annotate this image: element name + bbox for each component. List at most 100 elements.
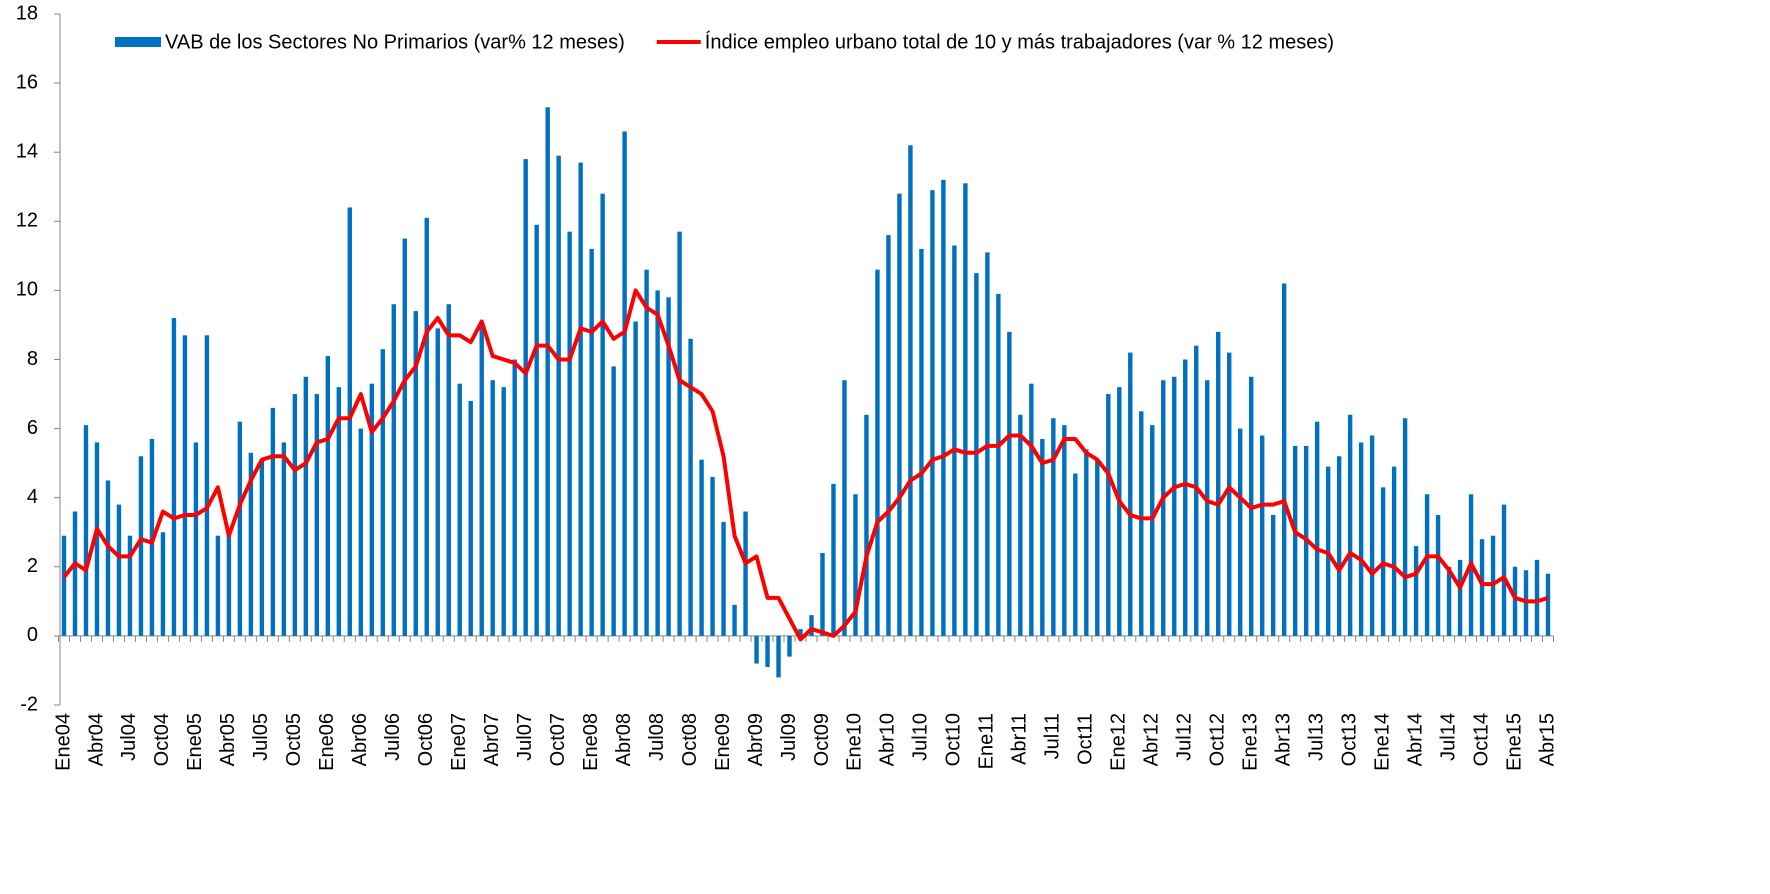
bar [655, 290, 660, 636]
bar [347, 207, 353, 636]
x-tick-label: Abr07 [481, 713, 503, 766]
bar [963, 183, 968, 636]
x-tick-label: Ene10 [844, 713, 866, 771]
bar [1424, 494, 1430, 636]
bar [1292, 445, 1298, 636]
bar [358, 428, 363, 636]
bar [1512, 566, 1518, 636]
y-tick-label: 10 [16, 279, 38, 301]
bar [1172, 376, 1177, 636]
bar [545, 107, 550, 636]
x-tick-label: Abr10 [877, 713, 899, 766]
y-tick-label: 6 [27, 417, 38, 439]
bar [567, 231, 572, 636]
x-tick-label: Oct13 [1338, 713, 1360, 766]
x-tick-label: Ene05 [184, 713, 206, 771]
bar [809, 615, 814, 636]
bar [1391, 466, 1397, 636]
bar [380, 349, 385, 636]
bar [1413, 546, 1419, 636]
bar [1117, 387, 1122, 636]
bar [1545, 573, 1551, 636]
bar [1347, 414, 1353, 636]
bar [281, 442, 287, 636]
y-tick-label: 16 [16, 71, 38, 93]
bar [435, 328, 440, 636]
bar [1161, 380, 1166, 636]
x-tick-label: Jul08 [646, 713, 668, 761]
y-tick-label: 14 [16, 140, 38, 162]
x-tick-label: Oct08 [679, 713, 701, 766]
bar [424, 217, 429, 636]
bar [1194, 345, 1199, 636]
bar [787, 635, 792, 657]
bar [1029, 383, 1034, 636]
bar [611, 366, 616, 636]
bar [1314, 421, 1320, 636]
bar [457, 383, 462, 636]
x-tick-label: Oct07 [547, 713, 569, 766]
x-tick-label: Ene09 [712, 713, 734, 771]
bar [193, 442, 199, 636]
y-tick-label: 4 [27, 486, 38, 508]
legend-label: Índice empleo urbano total de 10 y más t… [705, 30, 1334, 53]
x-tick-label: Ene12 [1108, 713, 1130, 771]
bar [732, 604, 737, 636]
bar [1402, 418, 1408, 636]
bar [1183, 359, 1188, 636]
bar [468, 400, 473, 636]
line [62, 288, 1549, 642]
bar [1259, 435, 1265, 636]
bar [248, 452, 254, 636]
x-tick-label: Ene15 [1503, 713, 1525, 771]
bar [710, 476, 715, 636]
bar [798, 628, 803, 636]
x-tick-label: Ene13 [1239, 713, 1261, 771]
bar [512, 359, 517, 636]
x-tick-label: Jul12 [1174, 713, 1196, 761]
bar [1139, 411, 1144, 636]
x-tick-label: Abr04 [85, 713, 107, 766]
bar [83, 425, 89, 636]
x-tick-label: Jul10 [910, 713, 932, 761]
y-tick-label: 18 [16, 2, 38, 24]
bar [897, 193, 902, 636]
bar [589, 248, 594, 636]
bar [1501, 504, 1507, 636]
bar [1479, 539, 1485, 636]
x-tick-label: Ene04 [52, 713, 74, 771]
bar [270, 407, 276, 636]
bar [875, 269, 880, 636]
bar [369, 383, 374, 636]
bar [534, 224, 539, 636]
y-tick-label: 12 [16, 210, 38, 232]
bar [72, 511, 78, 636]
bar [303, 376, 309, 636]
x-tick-label: Oct11 [1075, 713, 1097, 765]
x-tick-label: Ene07 [448, 713, 470, 771]
bar [633, 321, 638, 636]
bar [1534, 559, 1540, 636]
bar [259, 459, 265, 636]
bar [776, 635, 781, 678]
x-tick-label: Jul04 [118, 713, 140, 761]
bar [204, 335, 210, 636]
x-tick-label: Ene08 [580, 713, 602, 771]
x-tick-label: Oct05 [283, 713, 305, 766]
bar [1205, 380, 1210, 636]
bar [138, 456, 144, 636]
x-tick-label: Oct06 [415, 713, 437, 766]
x-tick-label: Jul14 [1437, 713, 1459, 761]
bar [1281, 283, 1287, 636]
bar [1062, 425, 1067, 636]
x-tick-label: Abr15 [1536, 713, 1558, 766]
x-tick-label: Ene14 [1371, 713, 1393, 771]
bar [1018, 414, 1023, 636]
x-tick-label: Oct10 [943, 713, 965, 766]
bar [864, 414, 869, 636]
bar [765, 635, 770, 667]
bar [1358, 442, 1364, 636]
bar [391, 304, 396, 636]
bar [292, 394, 298, 636]
x-tick-label: Jul11 [1042, 713, 1064, 759]
